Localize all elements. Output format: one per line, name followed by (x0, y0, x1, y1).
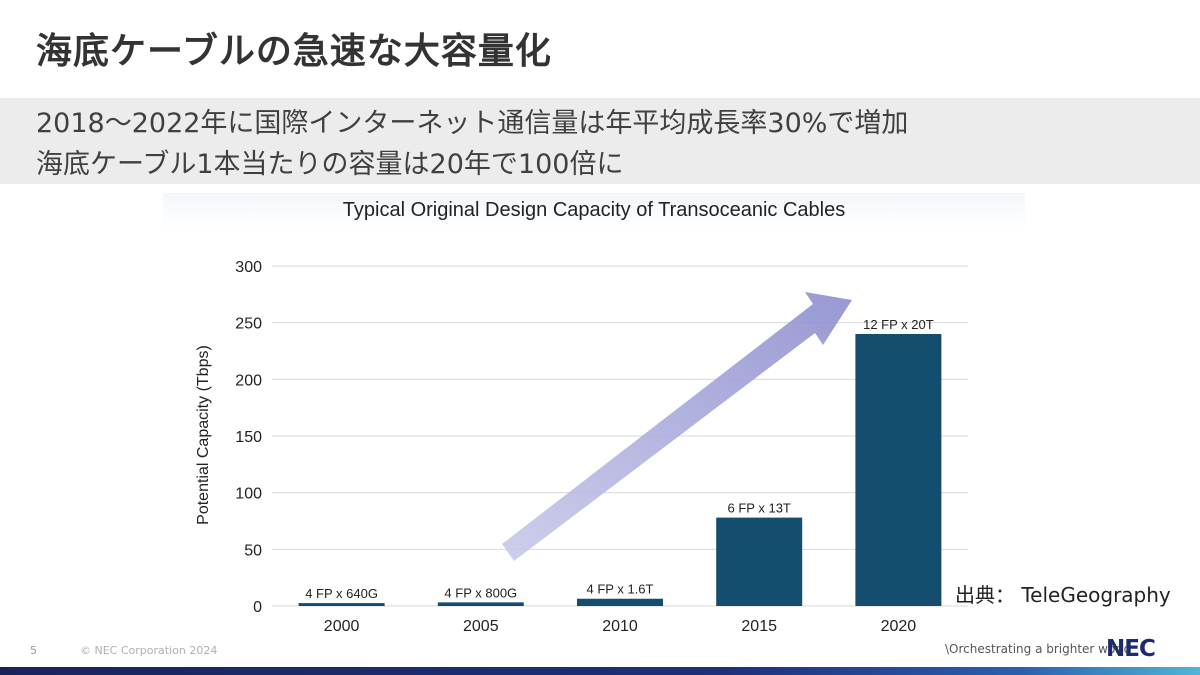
bar-2020 (855, 334, 942, 606)
x-tick-label: 2000 (324, 618, 360, 635)
copyright: © NEC Corporation 2024 (80, 644, 218, 657)
data-label: 4 FP x 800G (444, 585, 517, 600)
tagline: \Orchestrating a brighter world (945, 642, 1132, 656)
bar-2000 (298, 603, 385, 606)
y-tick-label: 150 (235, 429, 262, 446)
y-tick-label: 300 (235, 259, 262, 276)
subtitle-line-2: 海底ケーブル1本当たりの容量は20年で100倍に (36, 149, 624, 180)
bar-2015 (716, 517, 803, 606)
subtitle-band (0, 98, 1200, 184)
subtitle-line-1: 2018～2022年に国際インターネット通信量は年平均成長率30%で増加 (36, 108, 909, 139)
x-tick-label: 2015 (741, 618, 777, 635)
data-label: 6 FP x 13T (728, 501, 791, 516)
source-citation: 出典： TeleGeography (955, 583, 1171, 607)
nec-logo: NEC (1106, 636, 1156, 662)
x-tick-label: 2005 (463, 618, 499, 635)
chart-title: Typical Original Design Capacity of Tran… (342, 199, 846, 221)
chart-title-background (163, 193, 1025, 231)
data-label: 4 FP x 640G (305, 586, 378, 601)
x-tick-label: 2010 (602, 618, 638, 635)
y-tick-label: 100 (235, 486, 262, 503)
y-axis-title: Potential Capacity (Tbps) (195, 345, 212, 525)
slide-title: 海底ケーブルの急速な大容量化 (36, 31, 552, 72)
y-tick-label: 50 (244, 542, 262, 559)
data-label: 4 FP x 1.6T (587, 582, 654, 597)
y-tick-label: 200 (235, 372, 262, 389)
page-number: 5 (30, 644, 37, 657)
x-tick-label: 2020 (881, 618, 917, 635)
y-tick-label: 0 (253, 599, 262, 616)
bar-2010 (577, 598, 663, 606)
y-tick-label: 250 (235, 316, 262, 333)
trend-arrow (502, 292, 852, 561)
data-label: 12 FP x 20T (863, 317, 934, 332)
footer-bar (0, 667, 1200, 675)
bar-2005 (437, 602, 524, 606)
